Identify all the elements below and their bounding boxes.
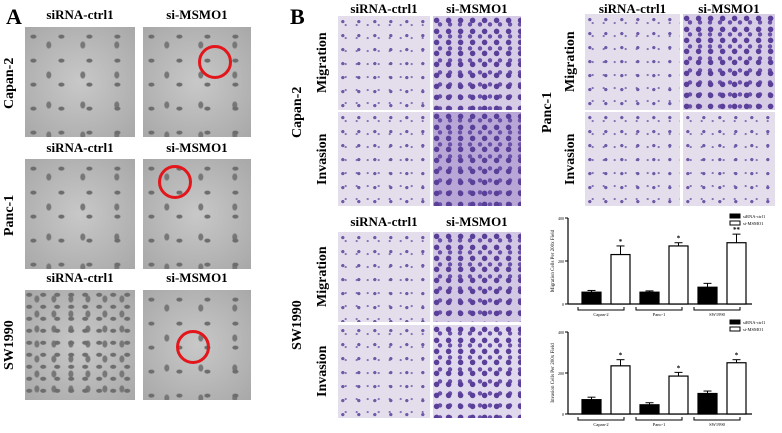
- assay-label: Invasion: [315, 345, 330, 398]
- bar-si-MSMO1: [668, 245, 689, 305]
- y-tick-label: 400: [558, 216, 564, 221]
- highlight-circle: [176, 330, 210, 364]
- bar-siRNA-ctrl1: [697, 392, 718, 415]
- bar-siRNA-ctrl1: [639, 291, 660, 305]
- micrograph: [683, 112, 775, 206]
- legend-label: siRNA-ctrl1: [743, 214, 765, 219]
- panel-a-label: A: [6, 4, 22, 29]
- assay-label: Migration: [315, 246, 330, 308]
- legend-label: siRNA-ctrl1: [743, 320, 765, 325]
- col-header: siRNA-ctrl1: [46, 7, 114, 22]
- significance-mark: *: [677, 364, 681, 372]
- significance-mark: **: [733, 226, 741, 234]
- invasion-bar-chart: 0 200 400 Invasion Cells Per 200x Field * Cap…: [551, 319, 765, 427]
- cell-line-label: Panc-1: [540, 91, 555, 134]
- col-header: siRNA-ctrl1: [46, 270, 114, 285]
- micrograph: [25, 27, 135, 137]
- assay-label: Invasion: [315, 133, 330, 185]
- y-tick-label: 0: [562, 412, 564, 417]
- legend-label: si-MSMO1: [743, 327, 764, 332]
- legend-swatch: [729, 326, 741, 332]
- micrograph: [25, 290, 135, 400]
- assay-label: Migration: [315, 32, 330, 94]
- significance-mark: *: [619, 352, 623, 360]
- category-bracket: [635, 307, 683, 311]
- cell-line-label: SW1990: [290, 300, 305, 350]
- col-header: si-MSMO1: [446, 1, 508, 16]
- legend-swatch: [729, 220, 741, 226]
- col-header: siRNA-ctrl1: [350, 1, 418, 16]
- x-tick-label: Capan-2: [593, 312, 608, 317]
- col-header: siRNA-ctrl1: [598, 1, 667, 16]
- bar-siRNA-ctrl1: [639, 404, 660, 415]
- col-header: si-MSMO1: [166, 270, 228, 285]
- col-header: siRNA-ctrl1: [350, 214, 418, 229]
- y-tick-label: 400: [558, 330, 564, 335]
- col-header: si-MSMO1: [166, 140, 228, 155]
- bar-si-MSMO1: [668, 375, 689, 415]
- legend-swatch: [729, 319, 741, 325]
- category-bracket: [577, 417, 625, 421]
- cell-line-label: Capan-2: [290, 86, 305, 139]
- micrograph: [338, 112, 430, 206]
- assay-label: Migration: [563, 31, 578, 93]
- y-tick-label: 200: [558, 371, 564, 376]
- category-bracket: [693, 307, 741, 311]
- row-label: Capan-2: [2, 57, 17, 109]
- micrograph: [338, 232, 430, 322]
- assay-label: Invasion: [563, 133, 578, 185]
- col-header: si-MSMO1: [698, 1, 760, 16]
- category-bracket: [635, 417, 683, 421]
- x-tick-label: SW1990: [709, 312, 726, 317]
- micrograph: [433, 16, 521, 110]
- y-tick-label: 0: [562, 302, 564, 307]
- micrograph: [143, 290, 251, 400]
- significance-mark: *: [619, 238, 623, 246]
- micrograph: [585, 14, 680, 110]
- x-tick-label: Capan-2: [593, 422, 608, 427]
- y-tick-label: 200: [558, 259, 564, 264]
- legend-swatch: [729, 213, 741, 219]
- x-tick-label: Panc-1: [653, 422, 666, 427]
- highlight-circle: [158, 165, 192, 199]
- col-header: si-MSMO1: [446, 214, 508, 229]
- bar-siRNA-ctrl1: [697, 286, 718, 305]
- micrograph: [143, 27, 251, 137]
- y-axis-label: Invasion Cells Per 200x Field: [551, 343, 556, 403]
- bar-si-MSMO1: [726, 362, 747, 415]
- category-bracket: [693, 417, 741, 421]
- x-tick-label: SW1990: [709, 422, 726, 427]
- bar-si-MSMO1: [610, 365, 631, 415]
- micrograph: [585, 112, 680, 206]
- micrograph: [338, 325, 430, 418]
- panel-b-label: B: [290, 4, 305, 29]
- significance-mark: *: [735, 352, 739, 360]
- row-label: Panc-1: [2, 194, 17, 236]
- bar-si-MSMO1: [610, 253, 631, 305]
- y-axis-label: Migration Cells Per 200x Field: [551, 229, 556, 292]
- micrograph: [433, 232, 521, 322]
- migration-bar-chart: 0 200 400 Migration Cells Per 200x Field * Ca…: [551, 213, 765, 317]
- significance-mark: *: [677, 235, 681, 243]
- micrograph: [143, 159, 251, 269]
- micrograph: [338, 16, 430, 110]
- micrograph: [683, 14, 775, 110]
- row-label: SW1990: [2, 320, 17, 370]
- legend-label: si-MSMO1: [743, 221, 764, 226]
- col-header: si-MSMO1: [166, 7, 228, 22]
- category-bracket: [577, 307, 625, 311]
- micrograph: [25, 159, 135, 269]
- bar-siRNA-ctrl1: [581, 291, 602, 305]
- bar-siRNA-ctrl1: [581, 399, 602, 415]
- highlight-circle: [198, 45, 232, 79]
- x-tick-label: Panc-1: [653, 312, 666, 317]
- micrograph: [433, 325, 521, 418]
- bar-si-MSMO1: [726, 242, 747, 305]
- col-header: siRNA-ctrl1: [46, 140, 114, 155]
- micrograph: [433, 112, 521, 206]
